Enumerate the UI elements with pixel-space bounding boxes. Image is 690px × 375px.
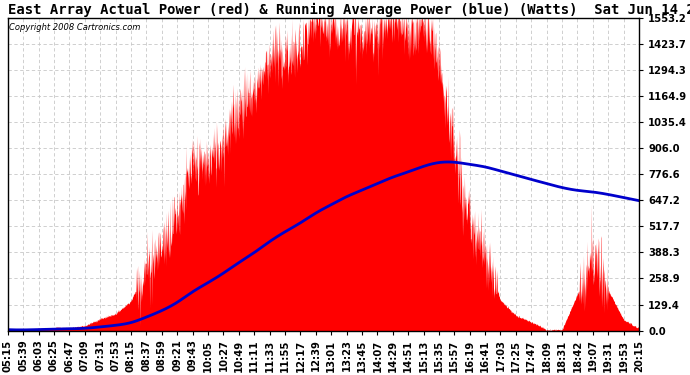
Text: East Array Actual Power (red) & Running Average Power (blue) (Watts)  Sat Jun 14: East Array Actual Power (red) & Running … [8, 3, 690, 17]
Text: Copyright 2008 Cartronics.com: Copyright 2008 Cartronics.com [9, 23, 141, 32]
